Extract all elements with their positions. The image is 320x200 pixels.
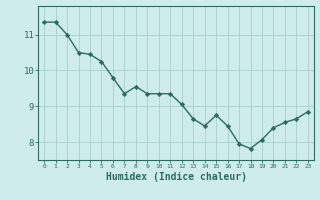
X-axis label: Humidex (Indice chaleur): Humidex (Indice chaleur): [106, 172, 246, 182]
